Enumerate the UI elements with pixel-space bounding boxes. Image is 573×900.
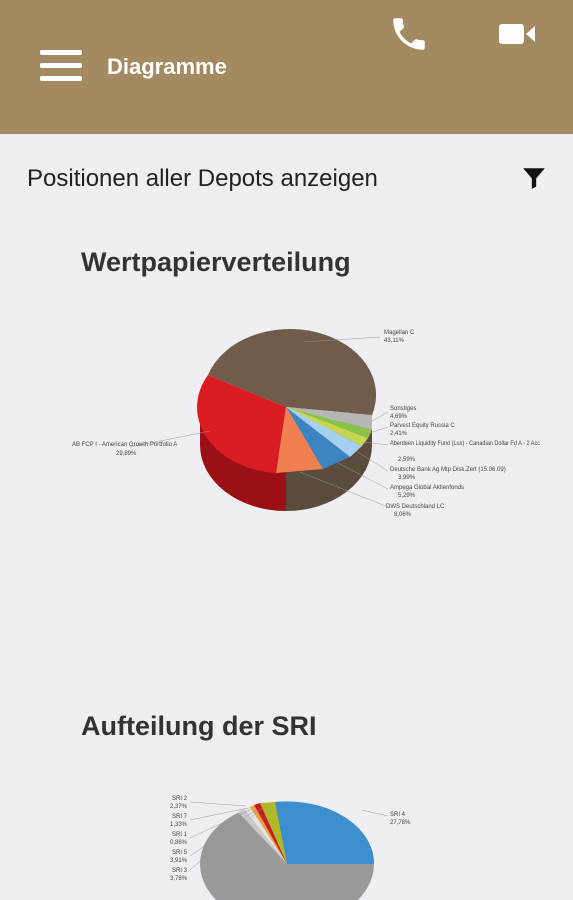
pie-slice-sri-4 [275,801,375,864]
slice-label: Parvest Equity Russia C [390,423,455,429]
slice-value: 0,86% [170,840,188,846]
show-all-positions-toggle[interactable]: Positionen aller Depots anzeigen [27,165,378,192]
pie-chart-securities: Magellan C 43,11% Sonstiges 4,69% Parves… [72,328,540,518]
pie-chart-sri: SRI 2 2,37% SRI 7 1,33% SRI 1 0,86% SRI … [170,796,411,900]
slice-value: 4,69% [390,414,408,420]
slice-label: SRI 2 [172,796,188,802]
slice-value: 27,78% [390,820,411,826]
slice-value: 43,11% [384,338,405,344]
video-camera-icon[interactable] [497,20,537,48]
slice-value: 3,99% [398,475,416,481]
filter-row: Positionen aller Depots anzeigen [0,134,573,224]
section-title-securities: Wertpapierverteilung [81,247,351,277]
slice-value: 3,91% [170,858,188,864]
slice-label: SRI 3 [172,868,188,874]
slice-value: 1,33% [170,822,188,828]
pie-slice-deutsche-bank [286,407,362,457]
pie-slice-dws [276,407,323,473]
pie-slice-sri-3 [254,803,287,864]
slice-label: Ampega Global Aktienfonds [390,485,464,491]
slice-value: 2,37% [170,804,188,810]
slice-value: 8,06% [394,512,412,518]
slice-label: SRI 7 [172,814,188,820]
pie-slice-sri-7 [244,807,287,864]
pie-slice-ampega [286,407,350,469]
pie-slice-american-growth [197,375,286,473]
pie-slice-magellan [208,328,377,415]
page-title: Diagramme [107,54,227,79]
section-title-sri: Aufteilung der SRI [81,711,317,741]
pie-slice-sri-2 [238,809,287,864]
hamburger-menu-icon[interactable] [40,50,82,84]
slice-value: 29,89% [116,451,137,457]
slice-value: 5,29% [398,493,416,499]
slice-value: 2,59% [398,457,416,463]
pie-slice-sri-5 [260,802,287,864]
slice-label: AB FCP I - American Growth Portfolio A [72,442,177,448]
slice-label: Sonstiges [390,406,416,412]
pie-slice-sri-1 [250,805,287,864]
phone-icon[interactable] [388,13,430,55]
pie-slice-aberdeen [286,407,368,446]
slice-label: SRI 1 [172,832,188,838]
pie-slice-parvest [286,407,372,438]
slice-label: Magellan C [384,330,415,336]
slice-label: DWS Deutschland LC [386,504,445,510]
filter-icon[interactable] [521,165,547,191]
slice-value: 3,78% [170,876,188,882]
app-bar [0,0,573,134]
slice-label: SRI 4 [390,812,406,818]
slice-label: Deutsche Bank Ag Mtp Disk.Zert (15.06.09… [390,467,506,473]
slice-label: SRI 5 [172,850,188,856]
slice-value: 2,41% [390,431,408,437]
slice-label: Aberdeen Liquidity Fund (Lux) - Canadian… [390,441,540,447]
